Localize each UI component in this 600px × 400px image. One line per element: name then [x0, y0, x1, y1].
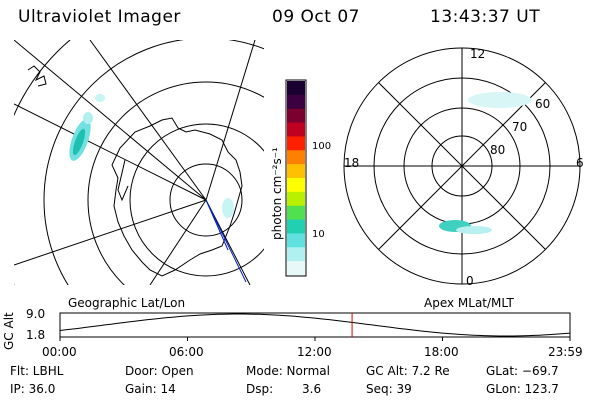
seq-readout: Seq: 39: [366, 382, 412, 396]
mlt-label-18: 18: [344, 156, 360, 170]
ip-readout: IP: 36.0: [10, 382, 56, 396]
xtick-1200: 12:00: [297, 345, 332, 359]
glat-readout: GLat: −69.7: [486, 364, 559, 378]
colorbar-band: [287, 136, 305, 151]
colorbar-band: [287, 122, 305, 137]
lat-label-80: 80: [490, 143, 506, 157]
xtick-1800: 18:00: [424, 345, 459, 359]
colorbar-band: [287, 178, 305, 193]
colorbar-band: [287, 219, 305, 234]
colorbar-unit-label: photon cm⁻²s⁻¹: [270, 147, 284, 240]
filter-readout: Flt: LBHL: [10, 364, 64, 378]
colorbar-band: [287, 233, 305, 248]
mlt-label-6: 6: [576, 156, 584, 170]
colorbar-band: [287, 205, 305, 221]
polar-plot: [343, 47, 581, 285]
colorbar-tick-10: 10: [312, 229, 325, 240]
xtick-0600: 06:00: [169, 345, 204, 359]
geographic-map-label: Geographic Lat/Lon: [68, 296, 186, 310]
mlt-label-12: 12: [470, 47, 486, 61]
time-label: 13:43:37 UT: [430, 7, 541, 27]
dsp-value: 3.6: [302, 382, 322, 396]
altitude-ytick-max: 9.0: [26, 307, 46, 321]
colorbar-band: [287, 261, 305, 276]
mlt-label-0: 0: [466, 274, 474, 288]
lat-label-70: 70: [512, 120, 528, 134]
dsp-label: Dsp:: [246, 382, 274, 396]
gain-readout: Gain: 14: [125, 382, 176, 396]
colorbar-band: [287, 150, 305, 165]
xtick-0000: 00:00: [42, 345, 77, 359]
colorbar-band: [287, 247, 305, 262]
colorbar-band: [287, 164, 305, 179]
gc-alt-readout: GC Alt: 7.2 Re: [366, 364, 450, 378]
door-readout: Door: Open: [125, 364, 194, 378]
altitude-plot: [59, 312, 571, 341]
date-label: 09 Oct 07: [272, 7, 360, 27]
colorbar-tick-100: 100: [312, 141, 332, 152]
altitude-ytick-min: 1.8: [26, 328, 46, 342]
instrument-title: Ultraviolet Imager: [18, 7, 181, 27]
colorbar-band: [287, 94, 305, 110]
colorbar-band: [287, 81, 305, 96]
colorbar-band: [287, 191, 305, 207]
polar-map-label: Apex MLat/MLT: [424, 296, 514, 310]
altitude-axis-label: GC Alt: [2, 312, 16, 350]
xtick-2359: 23:59: [548, 345, 583, 359]
colorbar-band: [287, 108, 305, 124]
lat-label-60: 60: [535, 97, 551, 111]
mode-readout: Mode: Normal: [246, 364, 330, 378]
glon-readout: GLon: 123.7: [486, 382, 559, 396]
